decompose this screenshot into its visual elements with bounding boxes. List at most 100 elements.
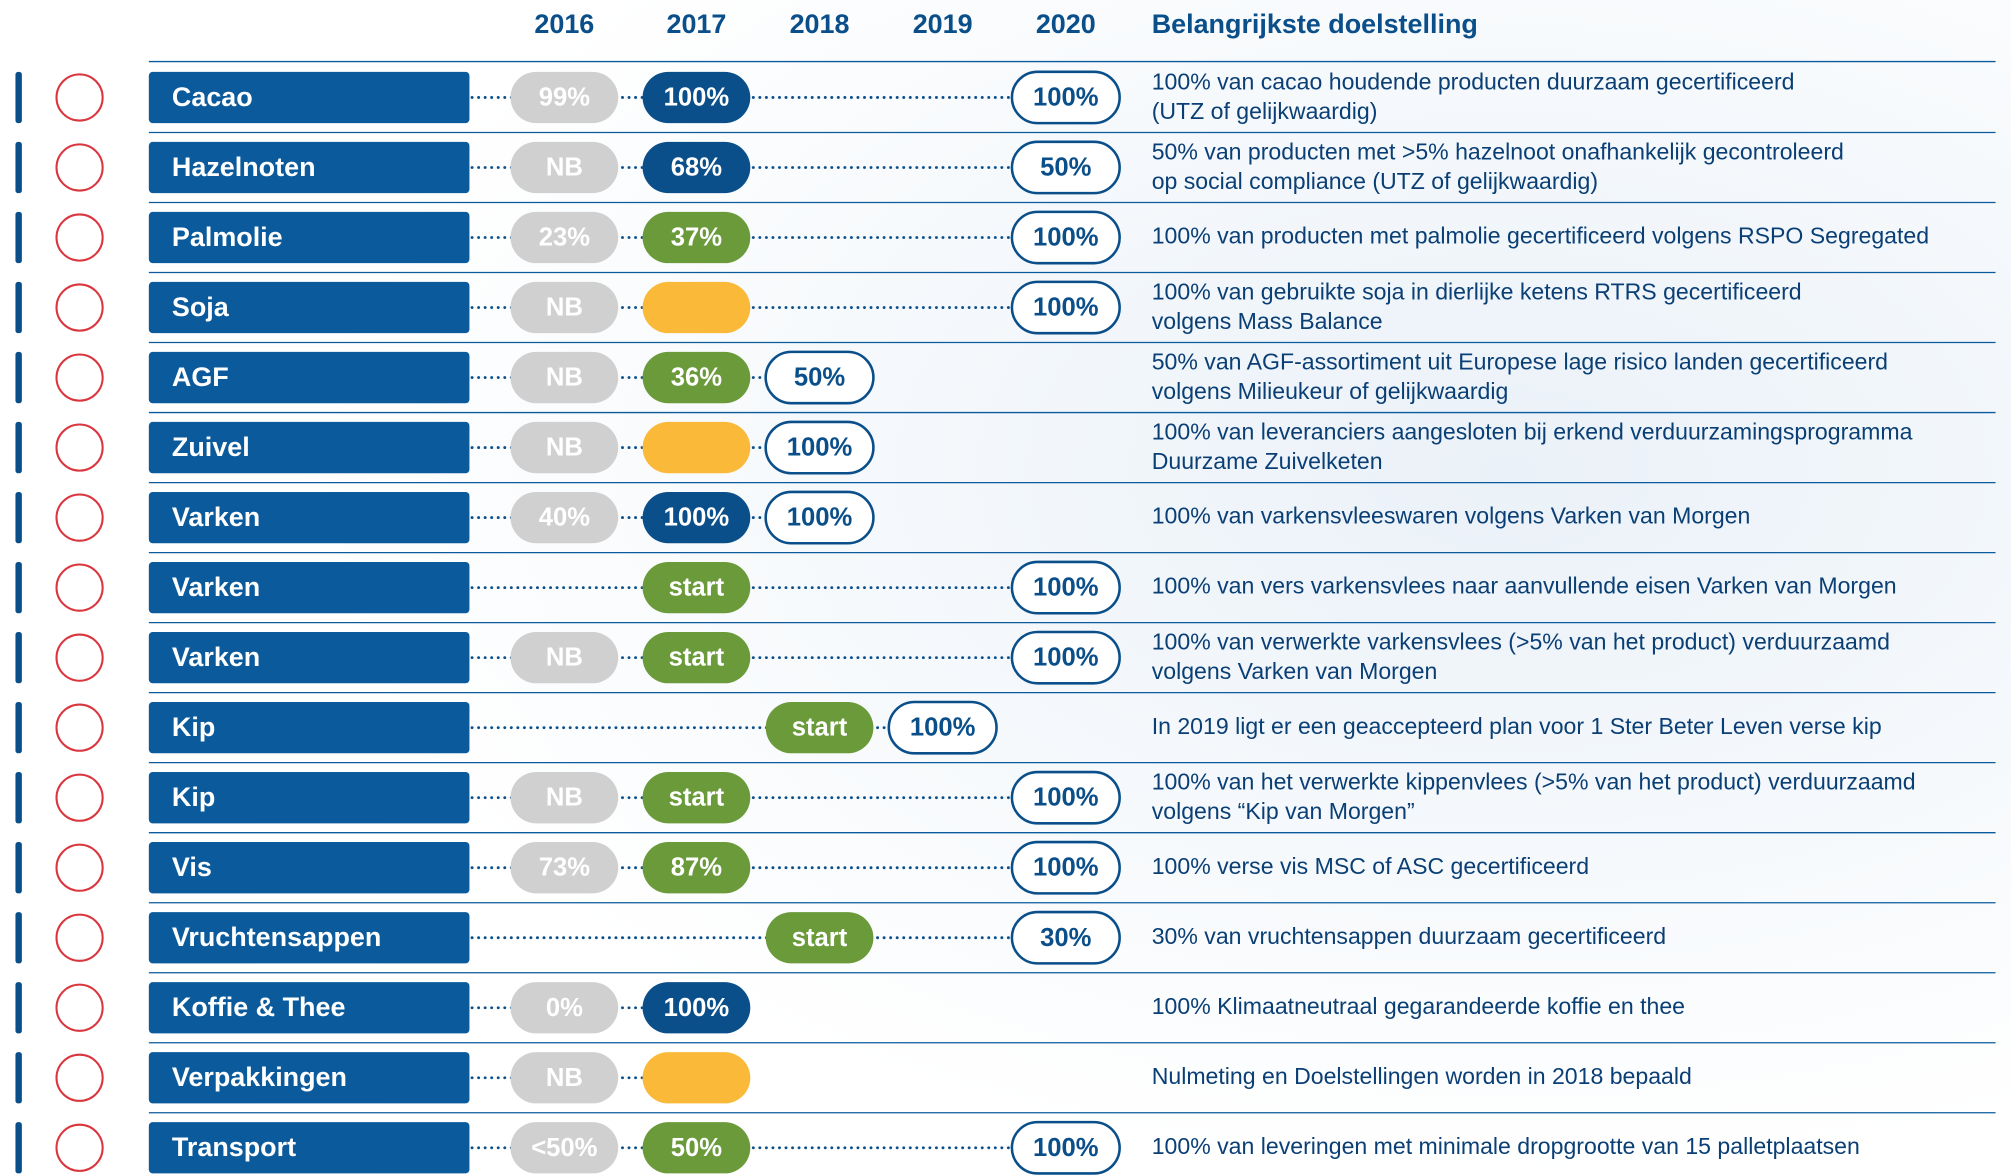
- year-cell-text: 100%: [1033, 84, 1099, 112]
- row-label: Transport: [172, 1132, 296, 1162]
- row-icon: [55, 423, 104, 472]
- goal-text: volgens Milieukeur of gelijkwaardig: [1152, 378, 1509, 404]
- year-cell: [1010, 210, 1121, 265]
- year-header: 2017: [666, 9, 726, 39]
- year-cell-text: NB: [546, 644, 583, 672]
- row-icon: [55, 703, 104, 752]
- table-row: Verpakkingen NB Nulmeting en Doelstellinge…: [15, 1052, 1996, 1114]
- year-cell-text: 0%: [546, 994, 583, 1022]
- row-icon: [55, 843, 104, 892]
- year-cell: [642, 211, 751, 264]
- year-cell: [510, 351, 619, 404]
- row-label-box: [148, 842, 470, 894]
- year-cell-text: 100%: [1033, 784, 1099, 812]
- row-icon: [55, 983, 104, 1032]
- row-icon: [55, 493, 104, 542]
- year-cell: [510, 772, 619, 824]
- row-label: Varken: [172, 572, 260, 602]
- goal-text: 100% verse vis MSC of ASC gecertificeerd: [1152, 853, 1589, 879]
- goal-text: 100% van vers varkensvlees naar aanvulle…: [1152, 573, 1897, 599]
- year-cell: [510, 842, 619, 894]
- table-row: Kip NB start 100% 100% van het verwerkte kip…: [15, 769, 1996, 834]
- year-cell: [642, 1122, 751, 1174]
- table-row: Hazelnoten NB 68% 50% 50% van producten met …: [15, 138, 1996, 204]
- row-label: AGF: [172, 362, 229, 392]
- year-cell: [1010, 280, 1121, 335]
- row-label: Varken: [172, 642, 260, 672]
- year-cell-text: 100%: [664, 504, 730, 532]
- table-row: Vis 73% 87% 100% 100% verse vis MSC of ASC g…: [15, 840, 1996, 904]
- row-label: Vruchtensappen: [172, 922, 381, 952]
- year-cell-text: 68%: [671, 154, 723, 182]
- year-cell: [764, 350, 875, 405]
- year-cell-text: 30%: [1040, 924, 1092, 952]
- year-cell-text: 100%: [1033, 574, 1099, 602]
- goal-text: op social compliance (UTZ of gelijkwaard…: [1152, 168, 1598, 194]
- year-cell: [510, 982, 619, 1034]
- goal-text: 100% van verwerkte varkensvlees (>5% van…: [1152, 629, 1890, 655]
- row-marker: [15, 141, 22, 194]
- year-cell-text: NB: [546, 434, 583, 462]
- year-cell-text: 99%: [539, 84, 591, 112]
- year-cell-text: NB: [546, 154, 583, 182]
- year-cell: [642, 772, 751, 824]
- row-label-box: [148, 351, 470, 404]
- year-cell: [642, 631, 751, 684]
- row-icon: [55, 633, 104, 682]
- row-label: Verpakkingen: [172, 1062, 347, 1092]
- row-label-box: [148, 561, 470, 614]
- row-marker: [15, 702, 22, 754]
- row-icon: [55, 143, 104, 192]
- row-label-box: [148, 141, 470, 194]
- year-cell: [510, 71, 619, 124]
- goal-text: Duurzame Zuivelketen: [1152, 448, 1383, 474]
- year-cell: [1010, 910, 1121, 965]
- row-icon: [55, 1123, 104, 1172]
- year-cell-text: 23%: [539, 224, 591, 252]
- goal-text: 100% van leveringen met minimale dropgro…: [1152, 1133, 1860, 1159]
- year-cell: [765, 702, 874, 754]
- row-icon: [55, 913, 104, 962]
- goal-text: 100% van gebruikte soja in dierlijke ket…: [1152, 279, 1802, 305]
- year-cell: [764, 490, 875, 545]
- year-cell-text: 100%: [664, 84, 730, 112]
- row-icon: [55, 213, 104, 262]
- year-cell-text: start: [669, 644, 725, 672]
- row-icon: [55, 73, 104, 122]
- year-cell-text: 50%: [1040, 154, 1092, 182]
- year-cell-text: 37%: [671, 224, 723, 252]
- table-row: Palmolie 23% 37% 100% 100% van producten met…: [15, 210, 1996, 274]
- row-icon: [55, 283, 104, 332]
- year-cell-text: 87%: [671, 854, 723, 882]
- year-cell-text: 73%: [539, 854, 591, 882]
- year-cell: [510, 631, 619, 684]
- year-cell-text: 100%: [1033, 644, 1099, 672]
- row-marker: [15, 561, 22, 614]
- year-header: 2016: [534, 9, 594, 39]
- row-label-box: [148, 912, 470, 964]
- year-cell-text: 100%: [787, 504, 853, 532]
- goal-text: 100% van het verwerkte kippenvlees (>5% …: [1152, 769, 1916, 795]
- year-cell: [1010, 1120, 1121, 1175]
- row-label: Koffie & Thee: [172, 992, 346, 1022]
- year-cell: [510, 1052, 619, 1104]
- row-label-box: [148, 71, 470, 124]
- year-cell-text: NB: [546, 1064, 583, 1092]
- year-cell-text: NB: [546, 784, 583, 812]
- year-cell-text: <50%: [531, 1134, 597, 1162]
- goal-text: volgens Mass Balance: [1152, 308, 1383, 334]
- year-header: 2020: [1036, 9, 1096, 39]
- row-marker: [15, 631, 22, 684]
- row-label-box: [148, 211, 470, 264]
- table-row: Vruchtensappen start 30% 30% van vruchtensa…: [15, 910, 1996, 974]
- row-marker: [15, 421, 22, 474]
- row-marker: [15, 842, 22, 894]
- table-row: Koffie & Thee 0% 100% 100% Klimaatneutraal …: [15, 982, 1996, 1044]
- year-cell: [510, 491, 619, 544]
- table-row: Varken NB start 100% 100% van verwerkte vark…: [15, 629, 1996, 694]
- year-cell-text: 50%: [671, 1134, 723, 1162]
- row-icon: [55, 773, 104, 822]
- table-row: Soja NB 100% 100% van gebruikte soja in die…: [15, 279, 1996, 344]
- year-cell: [510, 141, 619, 194]
- row-label: Zuivel: [172, 432, 250, 462]
